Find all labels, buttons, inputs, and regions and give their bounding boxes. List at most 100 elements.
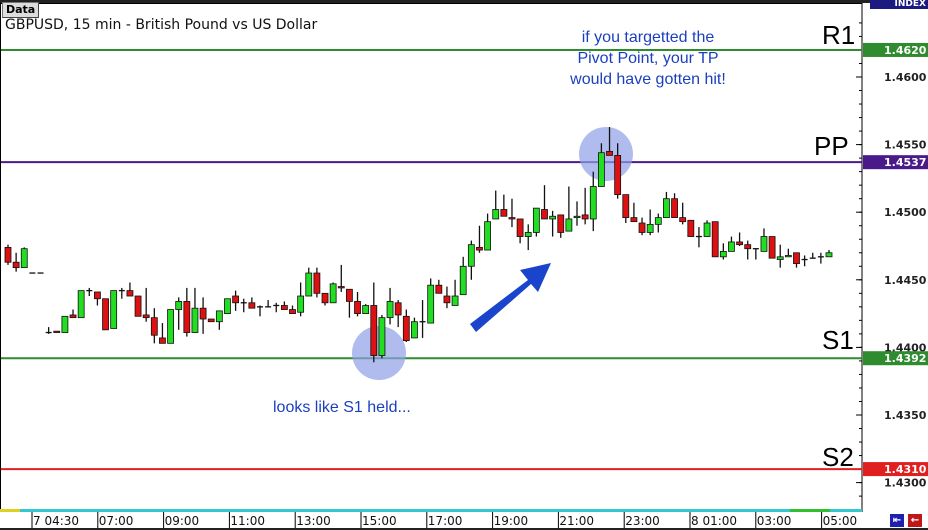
candle-up <box>825 252 833 258</box>
candle-down <box>354 301 361 315</box>
candle-up <box>646 223 654 233</box>
y-tick-label: 1.4600 <box>884 71 927 84</box>
candle-down <box>671 198 678 219</box>
candle-down <box>606 150 613 156</box>
candle-up <box>589 186 597 220</box>
pp-highlight-circle <box>579 127 633 181</box>
x-tick-label: 8 01:00 <box>691 514 737 528</box>
candle-up <box>549 215 557 220</box>
candle-up <box>20 248 28 269</box>
candle-up <box>427 284 435 324</box>
x-tick-label: 03:00 <box>757 514 792 528</box>
candle-down <box>516 218 524 237</box>
x-tick-label: 07:00 <box>99 514 134 528</box>
candle-up <box>776 256 784 260</box>
note-line: if you targetted the <box>581 29 715 46</box>
trend-arrow-icon <box>470 263 551 332</box>
index-label[interactable]: INDEX <box>870 0 928 9</box>
candle-up <box>191 307 199 333</box>
level-price-tag <box>863 351 928 366</box>
candle-up <box>411 321 418 339</box>
candle-down <box>4 246 12 263</box>
note-line: would have gotten hit! <box>570 71 726 88</box>
level-price-label: 1.4310 <box>884 463 927 476</box>
chart-title: GBPUSD, 15 min - British Pound vs US Dol… <box>5 17 318 33</box>
candle-up <box>459 265 467 296</box>
candle-down <box>337 286 345 289</box>
candle-up <box>386 301 394 319</box>
candle-down <box>207 318 215 323</box>
y-tick-label: 1.4300 <box>884 477 927 490</box>
x-tick-label: 11:00 <box>230 514 265 528</box>
candle-up <box>215 310 223 323</box>
y-tick-label: 1.4400 <box>884 341 927 354</box>
candle-down <box>159 337 166 344</box>
candle-down <box>557 214 565 233</box>
candle-up <box>297 295 305 313</box>
level-label-s1: S1 <box>822 325 854 355</box>
level-price-tag <box>863 155 928 170</box>
candle-down <box>581 214 589 220</box>
x-tick-label: 23:00 <box>625 514 660 528</box>
candle-down <box>711 221 719 258</box>
x-tick-label: 7 04:30 <box>33 514 79 528</box>
level-label-pp: PP <box>814 131 849 161</box>
candle-down <box>435 284 443 294</box>
pivot-point-note: if you targetted the Pivot Point, your T… <box>548 27 748 90</box>
candle-down <box>313 272 321 294</box>
x-tick-label: 15:00 <box>362 514 397 528</box>
candle-down <box>142 314 150 319</box>
candle-up <box>378 317 386 356</box>
candle-up <box>224 298 231 314</box>
time-scroll-strip <box>0 509 862 512</box>
candle-down <box>126 290 134 297</box>
candle-up <box>329 283 337 304</box>
back-icon[interactable]: ← <box>907 513 923 528</box>
candle-down <box>102 298 109 331</box>
candle-up <box>719 251 727 258</box>
first-page-icon[interactable]: ⇤ <box>889 513 905 528</box>
candle-down <box>630 217 638 223</box>
candle-up <box>175 301 183 310</box>
note-line: Pivot Point, your TP <box>577 50 719 67</box>
candle-down <box>69 314 77 319</box>
y-tick-label: 1.4350 <box>884 409 927 422</box>
data-button[interactable]: Data <box>2 2 40 18</box>
x-tick-label: 05:00 <box>823 514 858 528</box>
candle-down <box>638 222 646 233</box>
candle-down <box>370 305 378 356</box>
candle-up <box>77 290 85 319</box>
candle-down <box>443 295 451 304</box>
candle-down <box>289 309 296 315</box>
candle-up <box>305 272 313 297</box>
candle-up <box>484 221 491 251</box>
candle-up <box>565 218 573 232</box>
candle-up <box>492 209 500 220</box>
candle-down <box>768 236 776 259</box>
level-price-tag <box>863 462 928 477</box>
candle-down <box>541 209 548 220</box>
x-tick-label: 13:00 <box>296 514 331 528</box>
candle-down <box>476 246 483 251</box>
candle-down <box>508 217 516 220</box>
time-scroll-strip-end <box>790 509 830 512</box>
level-price-label: 1.4537 <box>884 156 926 169</box>
candle-down <box>12 261 20 269</box>
candle-down <box>622 194 630 219</box>
x-tick-label: 21:00 <box>559 514 594 528</box>
candle-down <box>134 295 142 317</box>
candle-up <box>532 207 540 233</box>
level-label-s2: S2 <box>822 442 854 472</box>
candle-down <box>53 330 61 333</box>
candle-down <box>793 252 800 264</box>
candle-up <box>110 290 118 329</box>
y-tick-label: 1.4550 <box>884 139 927 152</box>
x-tick-label: 19:00 <box>494 514 529 528</box>
candle-down <box>321 292 329 304</box>
candle-down <box>744 244 752 250</box>
bottom-bar <box>0 528 928 530</box>
candle-up <box>467 244 475 267</box>
candle-down <box>346 288 353 302</box>
candle-up <box>362 305 370 315</box>
